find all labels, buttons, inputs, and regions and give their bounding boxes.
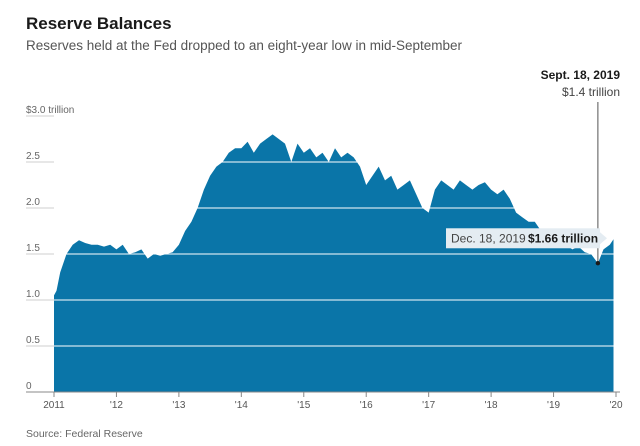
x-tick-label: '16	[360, 400, 373, 411]
y-tick-label: 0	[26, 381, 32, 392]
source-note: Source: Federal Reserve	[26, 428, 143, 440]
x-tick-label: '19	[547, 400, 560, 411]
y-tick-label: $3.0 trillion	[26, 105, 74, 116]
x-axis: 2011 '12 '13 '14 '15 '16 '17 '18 '19 '20	[43, 392, 623, 411]
x-tick-label: '20	[609, 400, 622, 411]
area-series	[54, 134, 614, 392]
y-tick-label: 1.5	[26, 243, 40, 254]
dec-callout-pointer	[600, 232, 607, 245]
sept-date-label: Sept. 18, 2019	[541, 68, 621, 82]
sept-value-label: $1.4 trillion	[562, 85, 620, 99]
chart-subtitle: Reserves held at the Fed dropped to an e…	[26, 38, 462, 53]
dec-date-label: Dec. 18, 2019	[451, 231, 526, 245]
y-tick-label: 0.5	[26, 335, 40, 346]
dec-callout-box	[446, 228, 600, 249]
grid-layer	[26, 115, 620, 393]
x-tick-label: '15	[297, 400, 310, 411]
x-tick-label: '13	[172, 400, 185, 411]
x-tick-label: '18	[485, 400, 498, 411]
annotations: Sept. 18, 2019 $1.4 trillion Dec. 18, 2019…	[446, 68, 621, 266]
x-tick-label: '17	[422, 400, 435, 411]
x-tick-label: '12	[110, 400, 123, 411]
sept-point	[595, 261, 601, 266]
area-layer	[54, 134, 614, 392]
chart-title: Reserve Balances	[26, 14, 172, 33]
y-tick-label: 2.5	[26, 151, 40, 162]
y-tick-label: 2.0	[26, 197, 40, 208]
x-tick-label: 2011	[43, 400, 65, 411]
y-tick-label: 1.0	[26, 289, 40, 300]
x-tick-label: '14	[235, 400, 248, 411]
dec-value-label: $1.66 trillion	[528, 231, 598, 245]
y-axis: 0 0.5 1.0 1.5 2.0 2.5 $3.0 trillion	[26, 105, 74, 392]
